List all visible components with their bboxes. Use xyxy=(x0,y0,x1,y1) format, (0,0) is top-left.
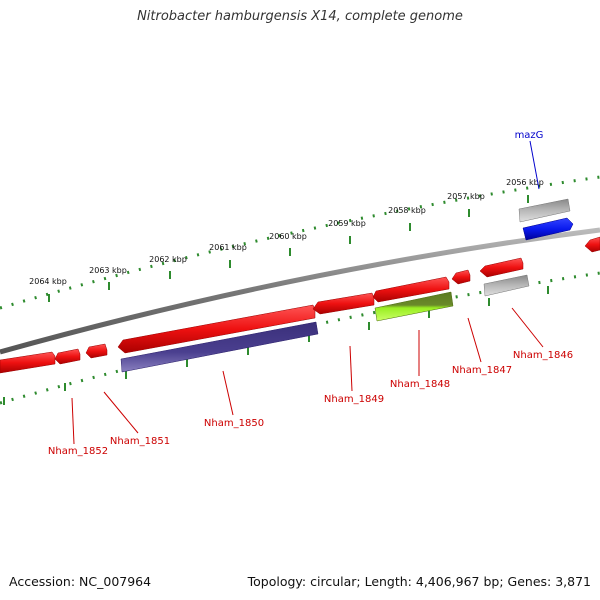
gene-arrow-nham-1851[interactable] xyxy=(85,343,108,359)
leader-line-mazg xyxy=(529,140,540,190)
leader-line-nham-1850 xyxy=(222,370,234,416)
gene-label-nham-1849[interactable]: Nham_1849 xyxy=(324,394,384,405)
gene-label-nham-1848[interactable]: Nham_1848 xyxy=(390,379,450,390)
kbp-label: 2060 kbp xyxy=(269,232,307,241)
gene-label-mazg[interactable]: mazG xyxy=(515,130,544,141)
gene-label-nham-1851[interactable]: Nham_1851 xyxy=(110,436,170,447)
gene-arrow-mazg-gray[interactable] xyxy=(518,198,571,223)
kbp-label: 2057 kbp xyxy=(447,192,485,201)
kbp-label: 2063 kbp xyxy=(89,266,127,275)
accession-value: NC_007964 xyxy=(79,574,152,589)
accession-info: Accession: NC_007964 xyxy=(9,574,151,589)
leader-line-nham-1847 xyxy=(467,317,482,363)
leader-line-nham-1846 xyxy=(511,307,544,348)
gene-arrow-nham-1846[interactable] xyxy=(483,274,530,297)
gene-labels: Nham_1852 Nham_1851 Nham_1850 Nham_1849 … xyxy=(48,130,573,457)
inner-tick-ring xyxy=(0,271,600,405)
kbp-label: 2064 kbp xyxy=(29,277,67,286)
genome-backbone xyxy=(0,227,600,355)
gene-arrow-nham-1852-left[interactable] xyxy=(0,351,56,374)
gene-arrow-nham-1847[interactable] xyxy=(451,269,471,285)
gene-arrow-nham-1850-forward[interactable] xyxy=(117,304,316,354)
leader-line-nham-1849 xyxy=(349,345,353,392)
gene-leader-lines xyxy=(71,140,544,445)
gene-arrow-nham-1850[interactable] xyxy=(120,321,319,373)
gene-arrow-nham-1852[interactable] xyxy=(54,348,81,365)
gene-arrow-nham-1848-forward[interactable] xyxy=(372,276,450,303)
kbp-label: 2061 kbp xyxy=(209,243,247,252)
gene-label-nham-1847[interactable]: Nham_1847 xyxy=(452,365,512,376)
genome-summary: Topology: circular; Length: 4,406,967 bp… xyxy=(247,574,591,589)
leader-line-nham-1852 xyxy=(71,397,75,445)
gene-label-nham-1852[interactable]: Nham_1852 xyxy=(48,446,108,457)
kbp-labels: 2064 kbp 2063 kbp 2062 kbp 2061 kbp 2060… xyxy=(29,178,544,286)
kbp-label: 2062 kbp xyxy=(149,255,187,264)
accession-label: Accession: xyxy=(9,574,76,589)
gene-label-nham-1850[interactable]: Nham_1850 xyxy=(204,418,264,429)
inner-tick-ring-dotted xyxy=(0,271,600,405)
kbp-label: 2058 kbp xyxy=(388,206,426,215)
gene-arrow-mazg[interactable] xyxy=(522,217,574,241)
outer-tick-ring xyxy=(0,175,600,310)
outer-tick-ring-dotted xyxy=(0,175,600,310)
leader-line-nham-1851 xyxy=(103,391,139,434)
map-title: Nitrobacter hamburgensis X14, complete g… xyxy=(137,9,463,24)
kbp-label: 2059 kbp xyxy=(328,219,366,228)
gene-arrow-edge[interactable] xyxy=(584,236,600,253)
kbp-label: 2056 kbp xyxy=(506,178,544,187)
gene-label-nham-1846[interactable]: Nham_1846 xyxy=(513,350,573,361)
gene-features xyxy=(0,198,600,374)
gene-arrow-nham-1846-forward[interactable] xyxy=(479,257,524,278)
gene-arrow-nham-1849[interactable] xyxy=(312,292,375,315)
gene-arrow-nham-1848[interactable] xyxy=(374,291,454,322)
